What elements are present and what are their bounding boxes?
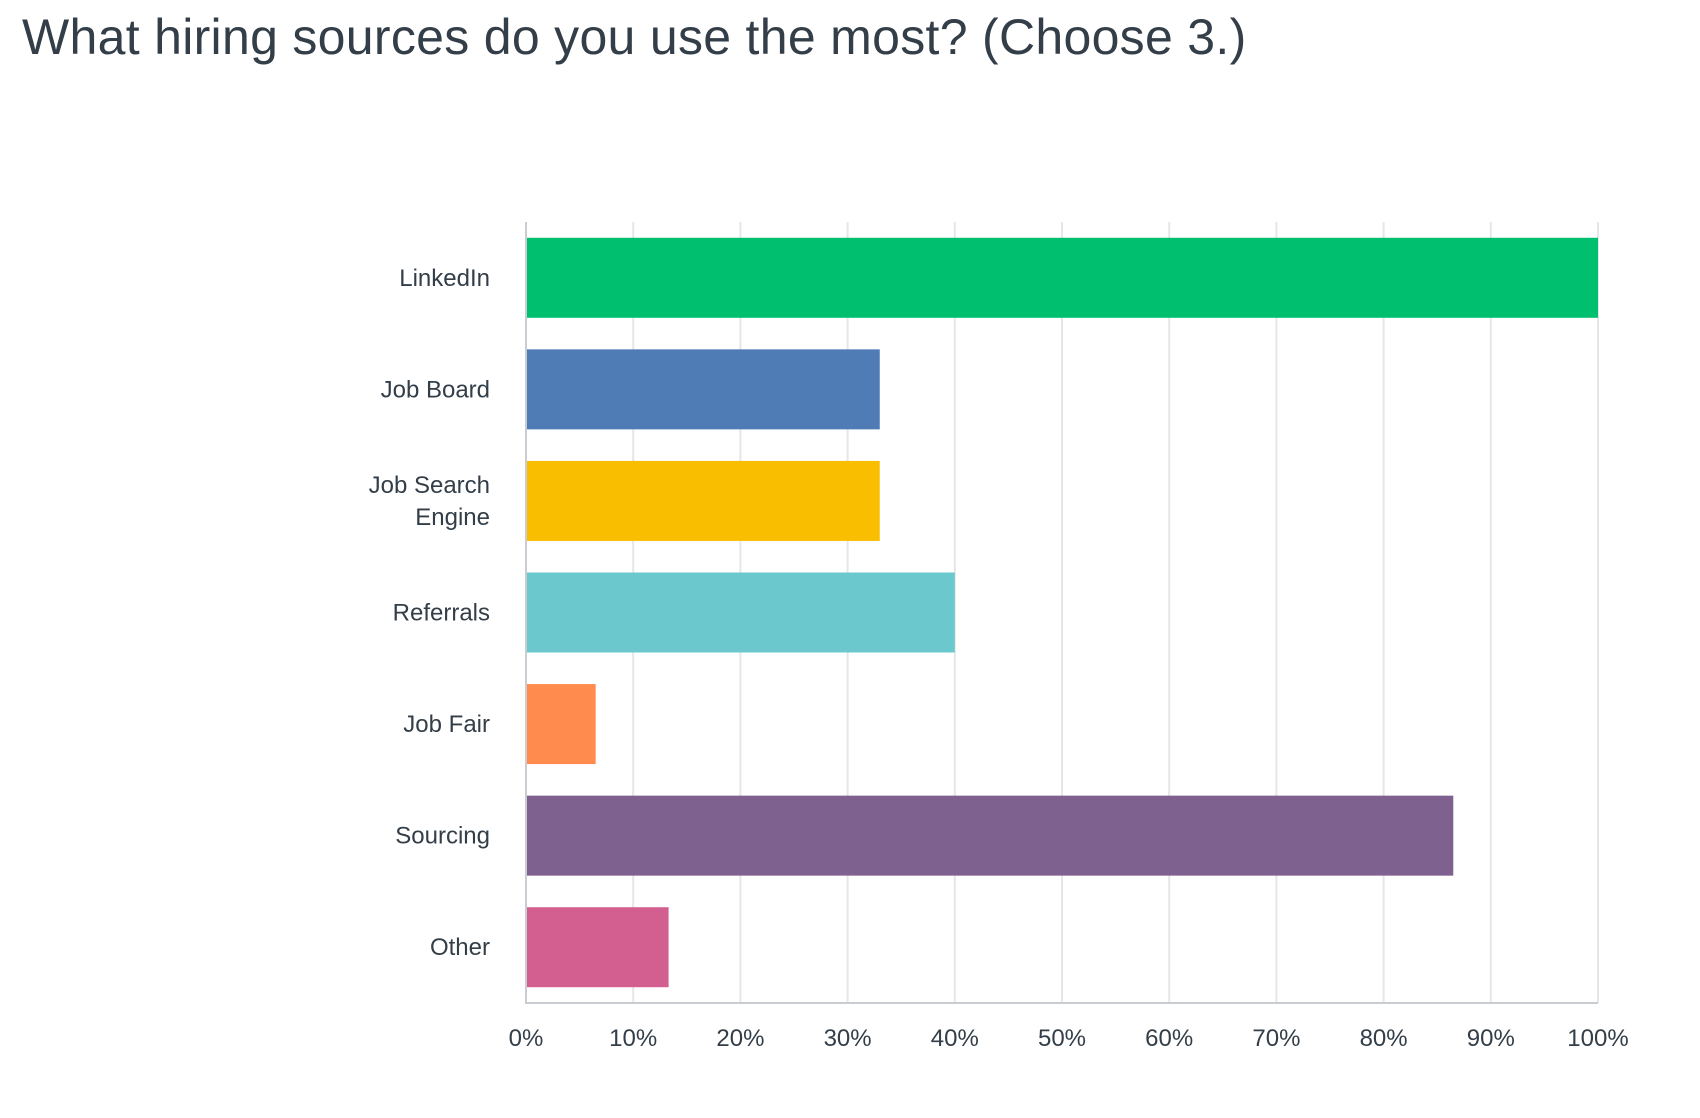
bar: [527, 795, 1454, 876]
x-tick-label: 100%: [1567, 1025, 1628, 1052]
bar: [527, 460, 880, 541]
category-label: Referrals: [393, 600, 490, 627]
x-tick-label: 40%: [931, 1025, 979, 1052]
bar: [527, 572, 955, 653]
bar: [527, 349, 880, 430]
x-tick-label: 0%: [509, 1025, 544, 1052]
x-tick-label: 20%: [716, 1025, 764, 1052]
bar: [527, 237, 1598, 318]
category-label: Job Board: [381, 376, 490, 403]
category-label: Job Search Engine: [369, 472, 490, 531]
x-tick-label: 30%: [824, 1025, 872, 1052]
category-label: LinkedIn: [399, 265, 490, 292]
bar: [527, 684, 596, 765]
x-tick-label: 70%: [1252, 1025, 1300, 1052]
category-label: Sourcing: [395, 823, 490, 850]
chart-title: What hiring sources do you use the most?…: [22, 9, 1247, 65]
bar: [527, 907, 669, 988]
category-label: Job Fair: [403, 711, 490, 738]
x-tick-label: 60%: [1145, 1025, 1193, 1052]
x-tick-label: 80%: [1360, 1025, 1408, 1052]
x-tick-label: 10%: [609, 1025, 657, 1052]
x-tick-label: 50%: [1038, 1025, 1086, 1052]
category-label: Other: [430, 934, 490, 961]
x-tick-label: 90%: [1467, 1025, 1515, 1052]
